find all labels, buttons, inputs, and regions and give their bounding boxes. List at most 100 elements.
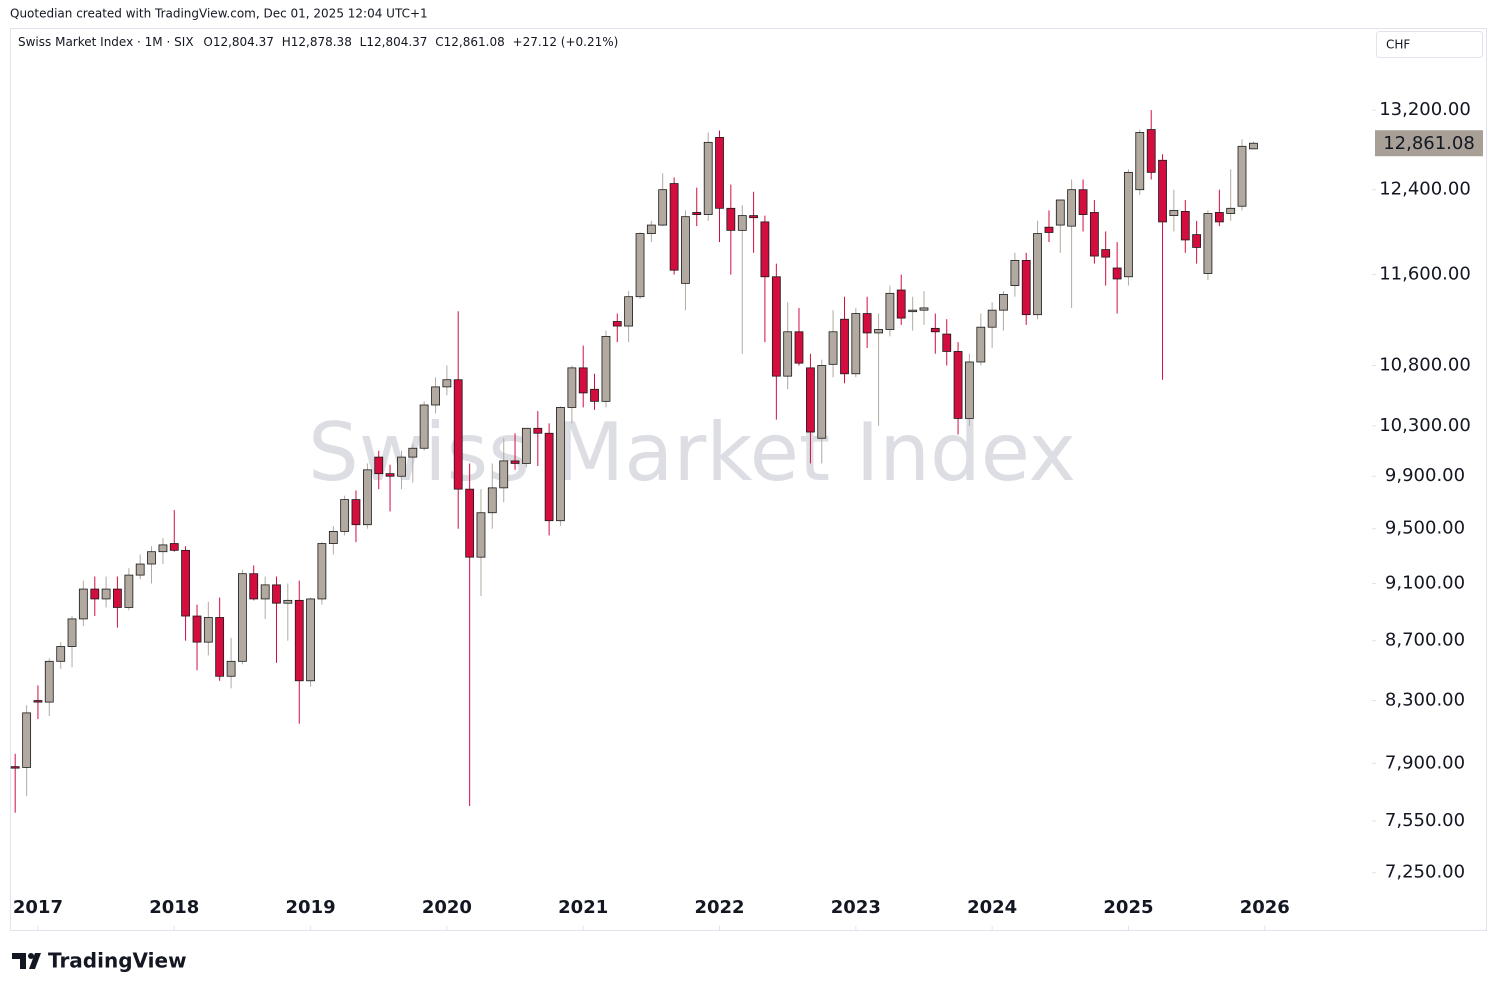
candle-body (78, 588, 88, 620)
candle-body (1010, 259, 1020, 286)
y-tick-label: 7,550.00 (1385, 810, 1465, 831)
candle-body (1055, 199, 1065, 226)
candle-body (374, 456, 384, 475)
candle-body (737, 215, 747, 231)
candle-body (885, 292, 895, 330)
candle-body (465, 488, 475, 558)
candle-body (113, 588, 122, 608)
candle-body (760, 221, 770, 278)
candle-body (692, 212, 702, 215)
candle-body (749, 215, 758, 219)
y-tick-label: 10,300.00 (1379, 415, 1471, 436)
candle-body (1249, 142, 1258, 150)
high-label: H12,878.38 (282, 35, 352, 49)
y-tick-label: 11,600.00 (1379, 264, 1471, 285)
x-tick-label: 2025 (1103, 897, 1153, 918)
candle-body (806, 367, 815, 433)
candle-body (147, 551, 156, 565)
logo-dot (28, 953, 34, 959)
candle-body (294, 599, 304, 682)
candle-body (1112, 267, 1122, 280)
interval: 1M (145, 35, 163, 49)
candle-body (192, 615, 202, 643)
open-label: O12,804.37 (203, 35, 274, 49)
x-tick-label: 2023 (831, 897, 881, 918)
candle-body (44, 660, 54, 703)
change-label: +27.12 (+0.21%) (513, 35, 619, 49)
x-tick-label: 2018 (149, 897, 199, 918)
x-tick-label: 2017 (13, 897, 63, 918)
candle-body (135, 563, 145, 576)
y-tick-label: 8,700.00 (1385, 630, 1465, 651)
candle-body (1033, 233, 1042, 316)
candle-body (1203, 213, 1213, 274)
candle-body (487, 487, 497, 514)
candle-body (601, 335, 611, 402)
exchange: SIX (174, 35, 193, 49)
y-tick-label: 9,100.00 (1385, 572, 1465, 593)
symbol: Swiss Market Index (18, 35, 133, 49)
y-tick-label: 13,200.00 (1379, 99, 1471, 120)
y-tick-label: 12,400.00 (1379, 179, 1471, 200)
candle-body (681, 216, 690, 284)
candle-body (556, 407, 565, 522)
candle-body (317, 543, 327, 600)
last-price-label: 12,861.08 (1383, 133, 1475, 154)
currency-box[interactable] (1376, 31, 1483, 58)
candle-body (646, 224, 656, 234)
candle-body (510, 460, 520, 464)
candle-body (987, 309, 997, 328)
separator: · (167, 35, 171, 49)
candle-body (976, 326, 986, 363)
candle-body (453, 379, 463, 490)
candle-body (1044, 226, 1054, 233)
candle-body (476, 512, 486, 558)
close-label: C12,861.08 (435, 35, 504, 49)
candle-body (590, 388, 599, 402)
legend: Swiss Market Index · 1M · SIX O12,804.37… (18, 35, 618, 49)
candle-body (10, 766, 20, 769)
candle-body (635, 233, 645, 298)
candle-body (408, 447, 418, 458)
candle-body (101, 588, 111, 600)
candle-body (1192, 234, 1202, 248)
candle-body (828, 331, 838, 365)
candle-body (1158, 159, 1167, 223)
candle-body (726, 207, 736, 231)
candle-body (340, 499, 350, 532)
brand-logo: TradingView (12, 949, 187, 973)
currency[interactable]: CHF (1386, 38, 1410, 52)
watermark: Swiss Market Index (308, 406, 1076, 499)
candle-body (930, 327, 940, 333)
x-tick-label: 2020 (422, 897, 472, 918)
candle-body (499, 460, 509, 489)
candle-body (124, 574, 134, 608)
candle-body (1214, 212, 1224, 223)
x-tick-label: 2024 (967, 897, 1017, 918)
candle-body (521, 427, 531, 464)
candle-body (658, 189, 668, 226)
candle-body (794, 331, 804, 364)
candle-body (874, 329, 883, 334)
candle-body (238, 573, 247, 662)
candle-body (1021, 259, 1031, 316)
candle-body (964, 361, 974, 419)
candle-body (169, 543, 179, 551)
candle-body (226, 660, 236, 677)
candle-body (419, 404, 429, 449)
low-label: L12,804.37 (360, 35, 428, 49)
candle-body (1180, 211, 1190, 241)
candle-body (1237, 145, 1247, 207)
candle-body (1169, 209, 1179, 217)
candle-body (1226, 207, 1236, 214)
candle-body (783, 331, 793, 377)
candle-body (33, 700, 43, 703)
candle-body (953, 351, 963, 419)
candles (10, 110, 1258, 813)
candle-body (90, 588, 100, 600)
candle-body (851, 313, 861, 375)
candle-body (56, 646, 66, 662)
candle-body (1135, 132, 1145, 191)
candle-body (351, 499, 361, 526)
candle-body (896, 289, 906, 319)
